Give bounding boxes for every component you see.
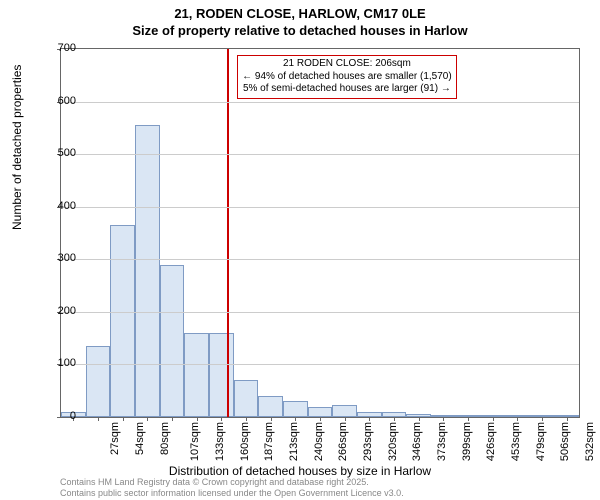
xtick-mark (468, 417, 469, 421)
bar (86, 346, 111, 417)
bar (209, 333, 234, 417)
xtick-mark (123, 417, 124, 421)
chart-container: 21, RODEN CLOSE, HARLOW, CM17 0LE Size o… (0, 0, 600, 500)
xtick-label: 293sqm (362, 422, 374, 461)
xtick-label: 532sqm (584, 422, 596, 461)
ytick-label: 400 (46, 200, 76, 212)
xtick-label: 107sqm (189, 422, 201, 461)
annotation-line1: 21 RODEN CLOSE: 206sqm (242, 58, 452, 71)
xtick-label: 133sqm (214, 422, 226, 461)
xtick-mark (542, 417, 543, 421)
ytick-label: 100 (46, 357, 76, 369)
xtick-mark (246, 417, 247, 421)
bar (110, 225, 135, 417)
bar (160, 265, 185, 417)
gridline (61, 154, 579, 155)
ytick-label: 0 (46, 410, 76, 422)
bar (258, 396, 283, 417)
title-line1: 21, RODEN CLOSE, HARLOW, CM17 0LE (0, 6, 600, 21)
xtick-label: 80sqm (159, 422, 171, 455)
title-line2: Size of property relative to detached ho… (0, 23, 600, 38)
xtick-mark (295, 417, 296, 421)
xtick-mark (419, 417, 420, 421)
title-block: 21, RODEN CLOSE, HARLOW, CM17 0LE Size o… (0, 0, 600, 38)
ytick-label: 600 (46, 95, 76, 107)
attribution-line1: Contains HM Land Registry data © Crown c… (60, 477, 404, 487)
annotation-line2: ← 94% of detached houses are smaller (1,… (242, 71, 452, 84)
gridline (61, 364, 579, 365)
ytick-label: 300 (46, 252, 76, 264)
xtick-label: 240sqm (313, 422, 325, 461)
xtick-mark (221, 417, 222, 421)
attribution-line2: Contains public sector information licen… (60, 488, 404, 498)
xtick-mark (147, 417, 148, 421)
xtick-label: 399sqm (461, 422, 473, 461)
bar (283, 401, 308, 417)
xtick-label: 54sqm (134, 422, 146, 455)
bars-layer (61, 49, 579, 417)
bar (332, 405, 357, 417)
xtick-label: 479sqm (535, 422, 547, 461)
xtick-label: 320sqm (387, 422, 399, 461)
gridline (61, 102, 579, 103)
xtick-label: 213sqm (288, 422, 300, 461)
xtick-mark (98, 417, 99, 421)
xtick-mark (567, 417, 568, 421)
xtick-mark (394, 417, 395, 421)
xtick-mark (271, 417, 272, 421)
xtick-mark (517, 417, 518, 421)
xtick-mark (172, 417, 173, 421)
xtick-mark (493, 417, 494, 421)
xtick-mark (320, 417, 321, 421)
xtick-label: 266sqm (337, 422, 349, 461)
plot-area: 21 RODEN CLOSE: 206sqm ← 94% of detached… (60, 48, 580, 418)
gridline (61, 207, 579, 208)
ytick-label: 500 (46, 147, 76, 159)
bar (308, 407, 333, 418)
xtick-label: 426sqm (485, 422, 497, 461)
y-axis-label: Number of detached properties (10, 65, 24, 230)
xtick-label: 506sqm (559, 422, 571, 461)
xtick-label: 346sqm (411, 422, 423, 461)
bar (184, 333, 209, 417)
ytick-label: 200 (46, 305, 76, 317)
gridline (61, 312, 579, 313)
bar (135, 125, 160, 417)
xtick-mark (369, 417, 370, 421)
xtick-label: 453sqm (510, 422, 522, 461)
attribution: Contains HM Land Registry data © Crown c… (60, 477, 404, 498)
gridline (61, 259, 579, 260)
xtick-label: 373sqm (436, 422, 448, 461)
ytick-label: 700 (46, 42, 76, 54)
xtick-mark (197, 417, 198, 421)
xtick-mark (443, 417, 444, 421)
annotation-box: 21 RODEN CLOSE: 206sqm ← 94% of detached… (237, 55, 457, 99)
x-axis-label: Distribution of detached houses by size … (0, 464, 600, 478)
xtick-label: 187sqm (263, 422, 275, 461)
xtick-mark (345, 417, 346, 421)
marker-line (227, 49, 229, 417)
annotation-line3: 5% of semi-detached houses are larger (9… (242, 83, 452, 96)
bar (234, 380, 259, 417)
xtick-label: 160sqm (239, 422, 251, 461)
xtick-label: 27sqm (109, 422, 121, 455)
